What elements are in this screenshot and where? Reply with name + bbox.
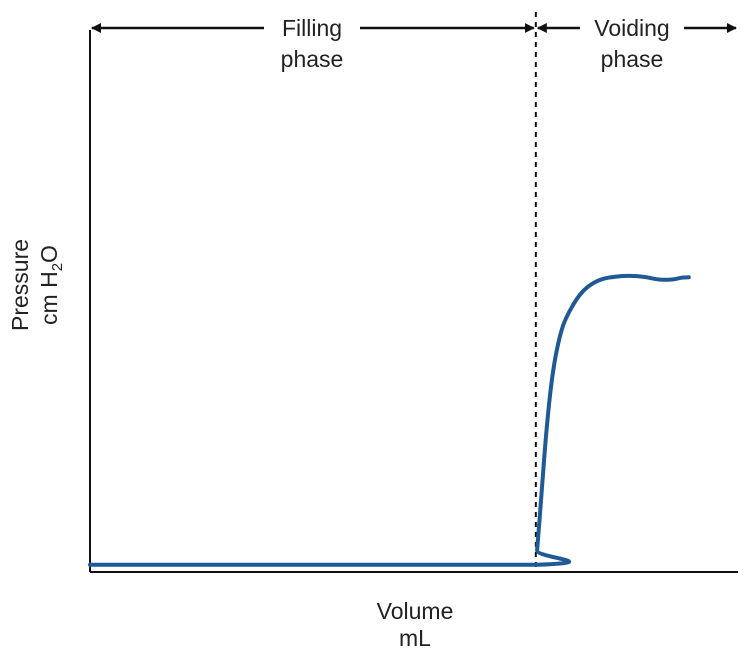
x-axis-label-line2: mL (399, 625, 431, 650)
pressure-series-line (88, 273, 691, 567)
y-axis-label-line2: cm H2O (36, 245, 66, 325)
voiding-phase-label-line1: Voiding (594, 15, 669, 41)
y-axis-label-subscript: 2 (49, 263, 66, 271)
filling-phase-label-line1: Filling (282, 15, 342, 41)
y-axis-label-line1: Pressure (7, 239, 33, 331)
x-axis-label-line1: Volume (377, 598, 454, 624)
y-axis-label: Pressure cm H2O (7, 239, 66, 331)
filling-phase-label-line2: phase (281, 46, 344, 72)
voiding-phase-label-line2: phase (601, 46, 664, 72)
